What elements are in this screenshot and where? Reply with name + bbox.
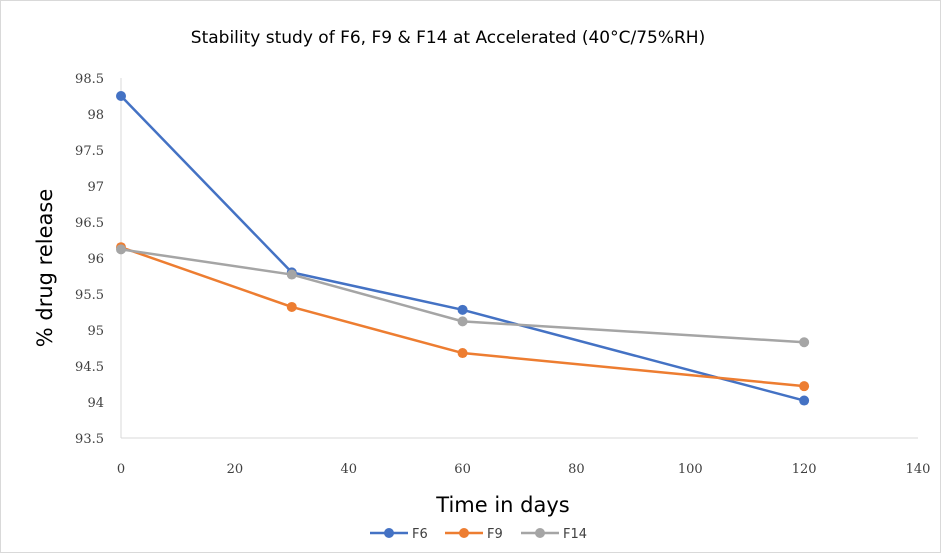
x-tick-label: 140 [906, 462, 931, 477]
y-axis-title: % drug release [33, 189, 57, 347]
legend-item: F9 [445, 527, 503, 542]
x-tick-label: 80 [568, 462, 585, 477]
x-tick-label: 40 [340, 462, 357, 477]
data-point [116, 91, 126, 101]
chart-title: Stability study of F6, F9 & F14 at Accel… [191, 28, 705, 48]
x-tick-label: 20 [227, 462, 244, 477]
series-f6 [116, 91, 810, 406]
series-f14 [116, 244, 810, 348]
y-tick-label: 97.5 [75, 144, 104, 159]
y-tick-label: 97 [87, 180, 104, 195]
data-point [286, 301, 297, 312]
legend-marker [384, 528, 394, 538]
y-tick-label: 96 [87, 252, 104, 267]
data-point [799, 337, 810, 348]
data-point [457, 316, 468, 327]
data-point [457, 304, 468, 315]
data-point [116, 244, 126, 255]
legend-label: F9 [487, 527, 503, 542]
x-axis-title: Time in days [435, 493, 569, 517]
x-tick-label: 60 [454, 462, 471, 477]
legend-item: F6 [370, 527, 428, 542]
y-tick-label: 98.5 [75, 72, 104, 87]
series-layer [116, 91, 810, 406]
legend-marker [535, 528, 545, 538]
x-tick-labels: 0 20 40 60 80 100 120 140 [117, 462, 931, 477]
y-tick-label: 93.5 [75, 432, 104, 447]
y-tick-labels: 93.5 94 94.5 95 95.5 96 96.5 97 97.5 98 98.5 [75, 72, 104, 447]
y-tick-label: 95 [87, 324, 104, 339]
legend-label: F6 [412, 527, 428, 542]
y-tick-label: 94 [87, 396, 104, 411]
y-tick-label: 95.5 [75, 288, 104, 303]
series-line [120, 95, 805, 402]
legend-marker [459, 528, 469, 538]
y-tick-label: 96.5 [75, 216, 104, 231]
x-tick-label: 120 [792, 462, 817, 477]
series-f9 [116, 242, 810, 392]
y-tick-label: 98 [87, 108, 104, 123]
y-tick-label: 94.5 [75, 360, 104, 375]
series-line [120, 248, 805, 344]
data-point [799, 381, 810, 392]
legend-label: F14 [563, 527, 587, 542]
series-line [120, 246, 805, 388]
x-tick-label: 0 [117, 462, 125, 477]
data-point [286, 269, 297, 280]
x-tick-label: 100 [678, 462, 703, 477]
legend: F6 F9 F14 [370, 527, 587, 542]
legend-item: F14 [521, 527, 587, 542]
data-point [457, 348, 468, 359]
data-point [799, 395, 810, 406]
axes [120, 78, 918, 439]
